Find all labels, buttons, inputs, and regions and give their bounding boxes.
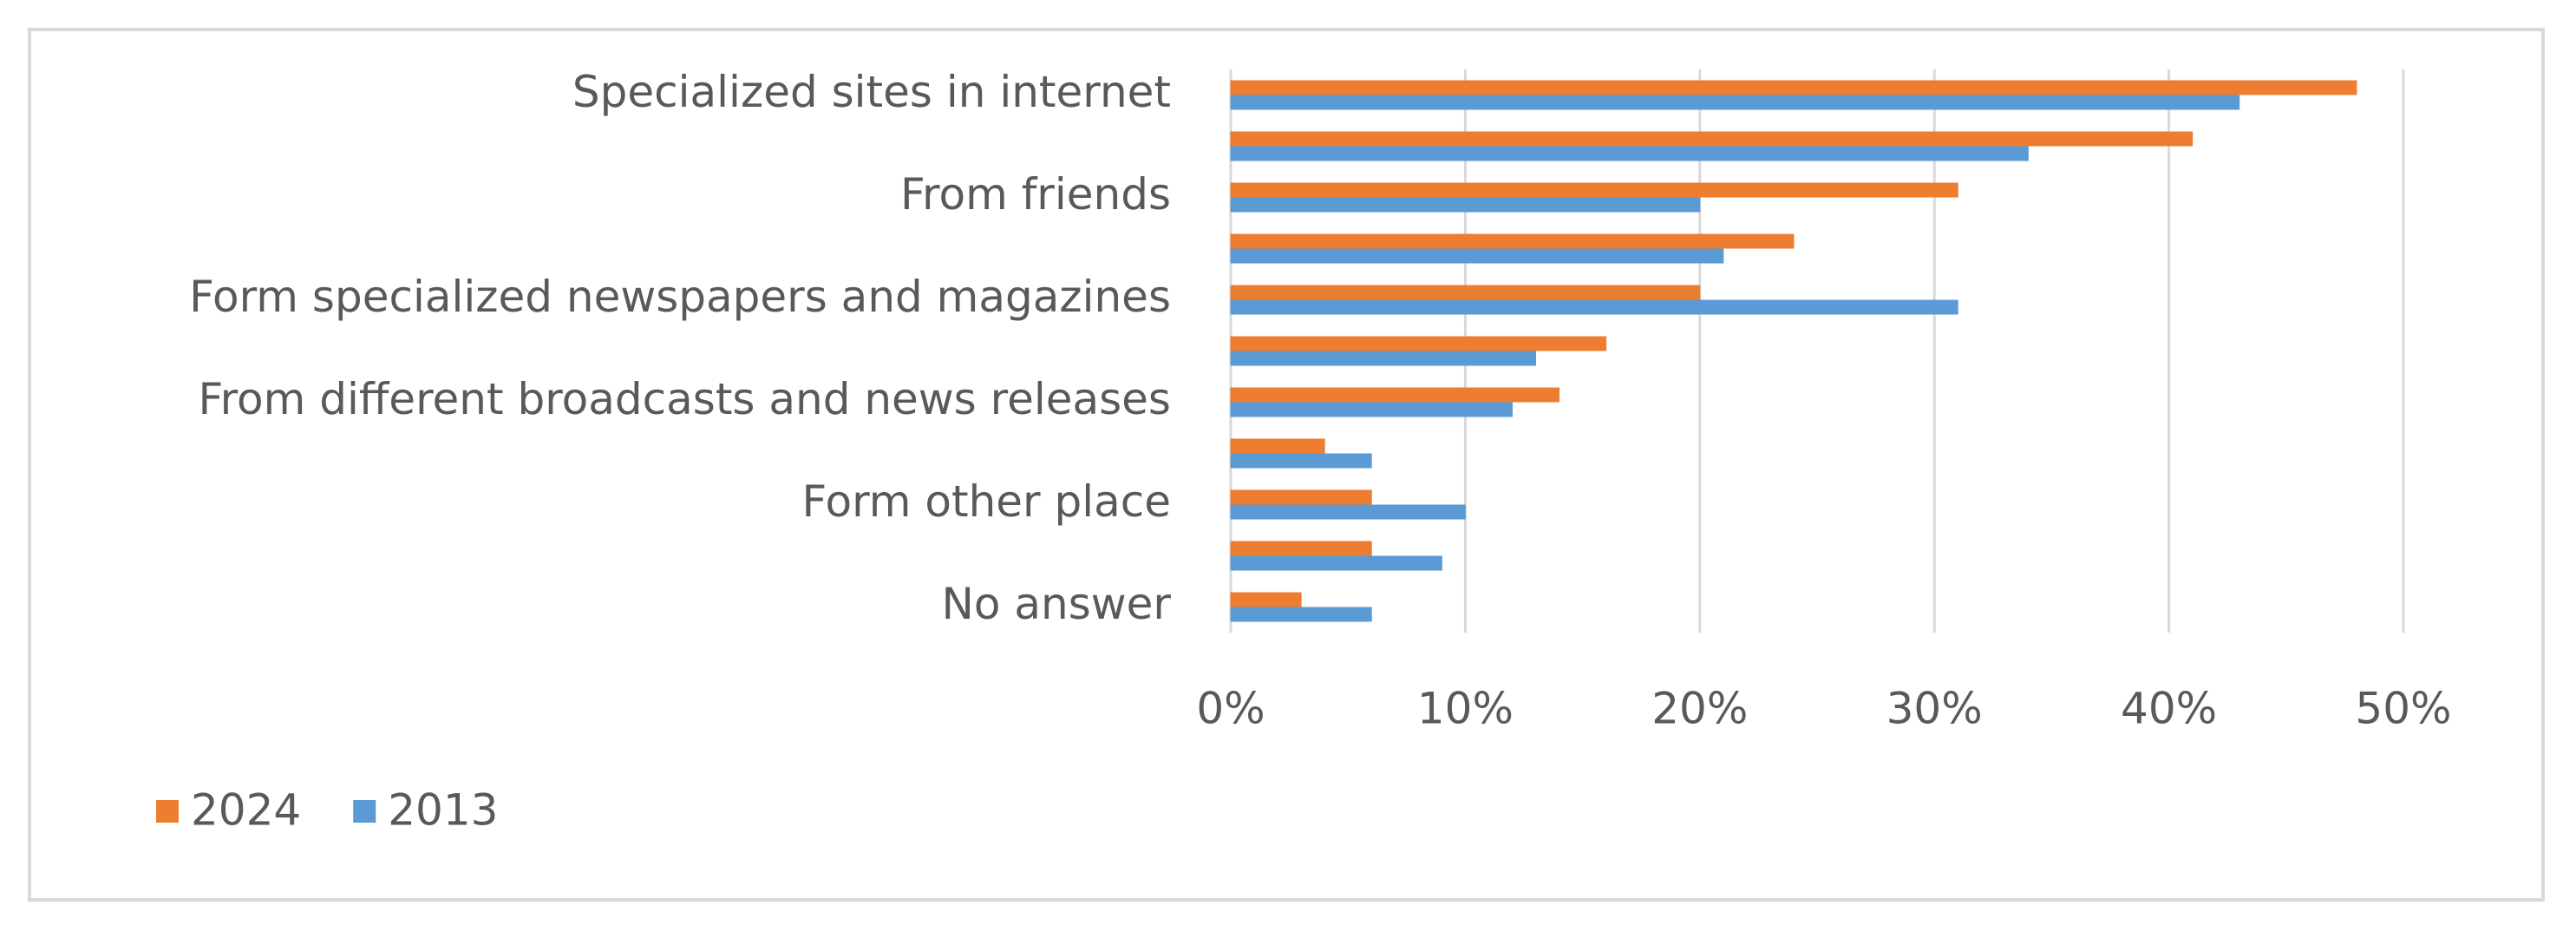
x-tick-label: 20% [1651,684,1748,734]
y-tick-label: Form other place [802,476,1171,527]
bar [1230,592,1302,607]
bar [1230,336,1607,351]
bar [1230,504,1466,520]
bar [1230,80,2357,95]
x-tick-label: 40% [2121,684,2217,734]
y-tick-label: Form specialized newspapers and magazine… [189,272,1171,322]
bar [1230,438,1325,454]
bar [1230,299,1958,315]
y-tick-label: No answer [942,579,1172,629]
x-tick-label: 0% [1196,684,1265,734]
bar [1230,197,1701,213]
bar [1230,131,2194,147]
bar [1230,95,2240,110]
x-tick-label: 30% [1886,684,1983,734]
bar [1230,248,1724,264]
y-tick-label: From friends [900,169,1171,220]
bar [1230,453,1372,469]
legend-swatch [156,800,179,823]
bar [1230,541,1372,556]
bar [1230,489,1372,505]
y-tick-label: Specialized sites in internet [572,67,1171,117]
bar [1230,387,1560,403]
x-tick-label: 50% [2355,684,2451,734]
bar [1230,402,1513,417]
legend-label: 2024 [191,785,301,836]
bar [1230,351,1537,366]
bar [1230,182,1958,198]
bar [1230,233,1795,249]
bar [1230,607,1372,622]
legend-swatch [353,800,376,823]
x-tick-label: 10% [1417,684,1514,734]
bar [1230,555,1442,571]
legend-label: 2013 [388,785,498,836]
y-tick-label: From different broadcasts and news relea… [198,374,1171,424]
bar [1230,285,1701,300]
bar [1230,146,2029,161]
